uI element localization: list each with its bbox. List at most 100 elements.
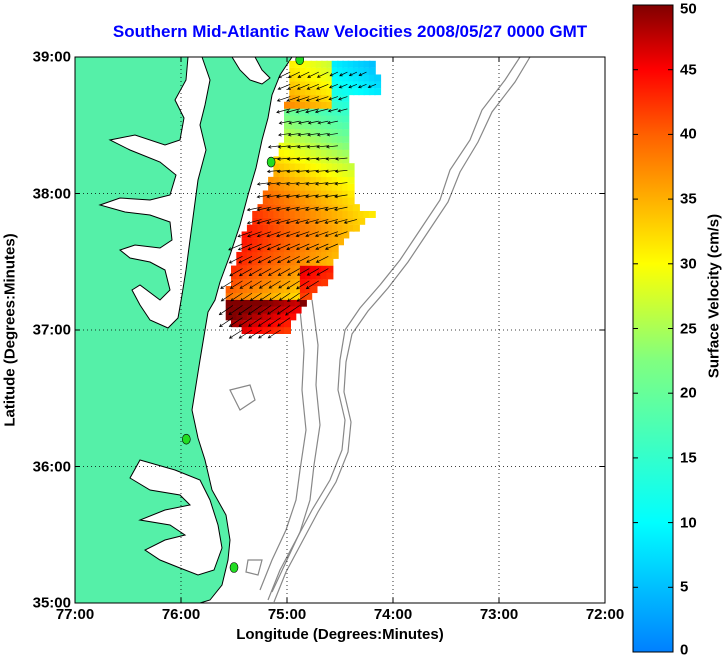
velocity-arrow — [258, 268, 272, 276]
velocity-arrow — [228, 317, 243, 327]
velocity-cell — [305, 108, 313, 116]
velocity-arrow — [247, 231, 262, 238]
velocity-cell — [347, 204, 355, 212]
velocity-cell — [347, 224, 355, 232]
velocity-arrow — [219, 317, 234, 328]
velocity-cell — [305, 129, 313, 137]
velocity-arrow — [324, 206, 338, 212]
velocity-cell — [294, 149, 302, 157]
velocity-arrow — [305, 182, 319, 186]
x-axis-label: Longitude (Degrees:Minutes) — [236, 626, 444, 643]
velocity-cell — [262, 190, 270, 198]
velocity-cell — [262, 197, 270, 205]
velocity-cell — [299, 74, 307, 82]
velocity-cell — [273, 327, 281, 334]
velocity-cell — [326, 163, 334, 171]
velocity-cell — [262, 204, 270, 212]
velocity-arrow — [348, 71, 358, 77]
velocity-arrow — [228, 305, 243, 316]
velocity-cell — [321, 108, 329, 116]
velocity-cell — [321, 183, 329, 191]
velocity-cell — [305, 88, 313, 96]
velocity-cell — [352, 60, 360, 68]
velocity-cell — [326, 245, 334, 253]
velocity-cell — [326, 170, 334, 178]
velocity-cell — [289, 101, 297, 109]
velocity-cell — [326, 176, 334, 184]
velocity-cell — [252, 210, 260, 218]
velocity-arrow — [295, 231, 310, 238]
velocity-cell — [299, 170, 307, 178]
velocity-cell — [246, 286, 254, 294]
velocity-cell — [236, 320, 244, 328]
velocity-cell — [262, 327, 270, 334]
velocity-arrow — [335, 157, 348, 161]
velocity-arrow — [314, 231, 329, 237]
velocity-cell — [352, 224, 360, 232]
velocity-cell — [347, 74, 355, 82]
velocity-cell — [294, 286, 302, 294]
velocity-cell — [337, 142, 344, 150]
velocity-cell — [289, 292, 297, 300]
velocity-cell — [342, 67, 350, 75]
velocity-cell — [337, 122, 344, 130]
velocity-cell — [337, 94, 344, 102]
velocity-cell — [358, 217, 366, 225]
velocity-cell — [294, 299, 302, 307]
velocity-cell — [289, 115, 297, 123]
velocity-cell — [342, 190, 350, 198]
velocity-cell — [294, 74, 302, 82]
velocity-arrow — [316, 71, 329, 78]
velocity-cell — [299, 265, 307, 273]
velocity-cell — [310, 238, 318, 246]
velocity-cell — [310, 272, 318, 280]
velocity-cell — [347, 81, 355, 89]
velocity-cell — [284, 210, 291, 218]
velocity-cell — [326, 258, 334, 266]
colorbar-tick-label: 5 — [680, 578, 689, 596]
velocity-arrow — [306, 157, 319, 161]
velocity-cell — [347, 190, 355, 198]
velocity-cell — [315, 67, 323, 75]
velocity-cell — [326, 156, 334, 164]
velocity-cell — [347, 67, 355, 75]
velocity-cell — [246, 279, 254, 287]
velocity-cell — [284, 320, 291, 328]
velocity-cell — [278, 313, 286, 321]
velocity-cell — [326, 197, 334, 205]
velocity-cell — [278, 238, 286, 246]
velocity-cell — [284, 149, 291, 157]
velocity-cell — [310, 122, 318, 130]
velocity-arrow — [306, 83, 319, 90]
velocity-cell — [342, 142, 350, 150]
velocity-cell — [374, 74, 382, 82]
velocity-cell — [236, 265, 244, 273]
velocity-cell — [278, 286, 286, 294]
velocity-cell — [278, 299, 286, 307]
velocity-cell — [299, 204, 307, 212]
velocity-arrow — [325, 157, 338, 161]
velocity-cell — [326, 265, 334, 273]
velocity-arrow — [287, 71, 300, 79]
velocity-cell — [241, 279, 249, 287]
velocity-cell — [363, 210, 371, 218]
velocity-cell — [246, 231, 254, 239]
velocity-arrow — [334, 219, 348, 224]
velocity-cell — [289, 60, 297, 68]
velocity-cell — [315, 74, 323, 82]
velocity-cell — [363, 60, 371, 68]
velocity-cell — [262, 306, 270, 314]
velocity-cell — [294, 279, 302, 287]
velocity-cell — [352, 204, 360, 212]
velocity-cell — [363, 67, 371, 75]
velocity-cell — [273, 217, 281, 225]
velocity-cell — [331, 238, 339, 246]
velocity-arrow — [286, 280, 300, 290]
velocity-cell — [284, 265, 291, 273]
velocity-cell — [310, 163, 318, 171]
velocity-cell — [299, 245, 307, 253]
velocity-cell — [231, 313, 238, 321]
velocity-cell — [289, 74, 297, 82]
velocity-arrow — [287, 83, 300, 90]
velocity-arrow — [257, 243, 272, 251]
